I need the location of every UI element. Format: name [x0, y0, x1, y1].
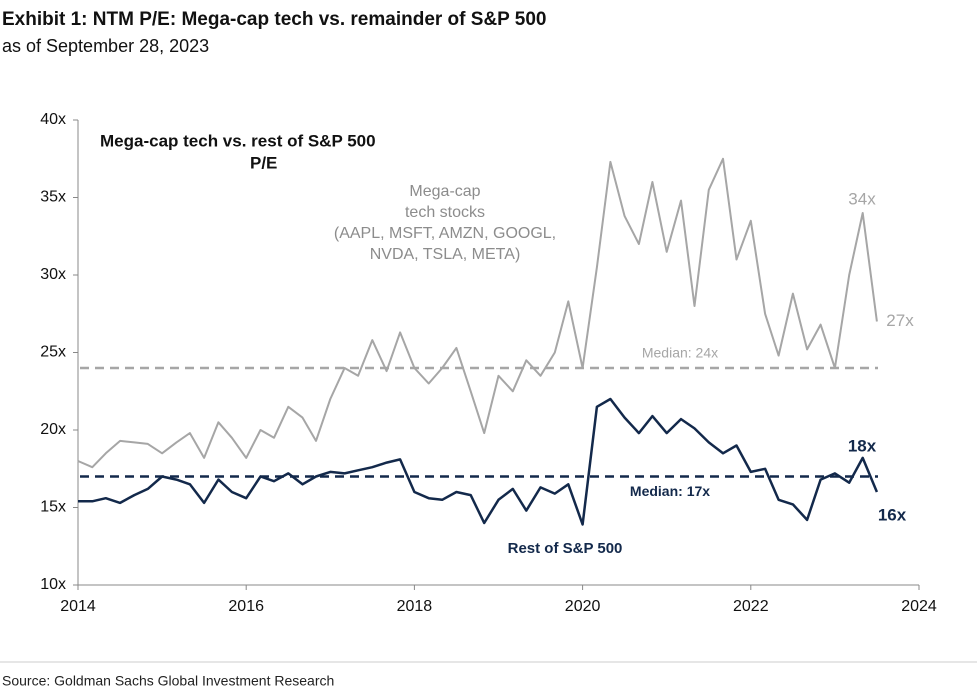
median-label: Median: 24x — [642, 345, 718, 361]
inner-title: P/E — [250, 153, 277, 172]
x-tick-label: 2020 — [565, 598, 601, 615]
median-label: Median: 17x — [630, 483, 710, 499]
y-tick-label: 30x — [40, 266, 66, 283]
source: Source: Goldman Sachs Global Investment … — [2, 673, 334, 689]
y-tick-label: 20x — [40, 421, 66, 438]
series-label: tech stocks — [405, 204, 485, 221]
y-tick-label: 40x — [40, 111, 66, 128]
y-tick-label: 35x — [40, 189, 66, 206]
value-label: 34x — [848, 189, 876, 208]
series-line — [78, 397, 879, 526]
series-label: (AAPL, MSFT, AMZN, GOOGL, — [334, 225, 556, 242]
value-label: 18x — [848, 436, 877, 455]
value-label: 27x — [886, 311, 914, 330]
series-label: Mega-cap — [409, 183, 480, 200]
y-tick-label: 25x — [40, 344, 66, 361]
x-tick-label: 2014 — [60, 598, 96, 615]
x-tick-label: 2022 — [733, 598, 769, 615]
y-tick-label: 15x — [40, 499, 66, 516]
chart-title: Exhibit 1: NTM P/E: Mega-cap tech vs. re… — [2, 9, 546, 30]
x-tick-label: 2024 — [901, 598, 937, 615]
x-tick-label: 2018 — [397, 598, 433, 615]
y-tick-label: 10x — [40, 576, 66, 593]
series-line — [77, 157, 878, 469]
x-tick-label: 2016 — [228, 598, 264, 615]
chart-subtitle: as of September 28, 2023 — [2, 36, 209, 56]
series-label: Rest of S&P 500 — [508, 540, 623, 557]
inner-title: Mega-cap tech vs. rest of S&P 500 — [100, 131, 376, 150]
series-label: NVDA, TSLA, META) — [370, 246, 521, 263]
value-label: 16x — [878, 505, 907, 524]
